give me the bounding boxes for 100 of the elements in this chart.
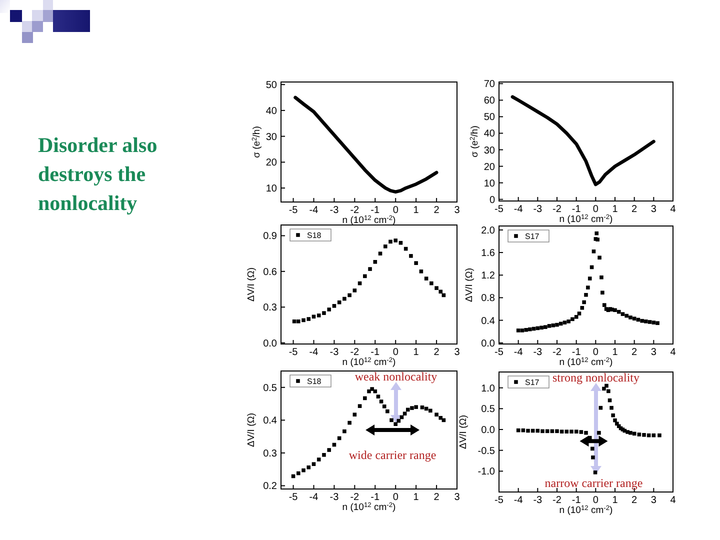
point (409, 254, 413, 258)
annotation: narrow carrier range (544, 476, 643, 490)
point (616, 310, 621, 314)
point (352, 288, 357, 292)
point (570, 317, 574, 322)
x-tick-label: -1 (572, 347, 582, 358)
x-tick-label: 2 (434, 347, 440, 358)
x-tick-label: 2 (434, 492, 440, 503)
x-tick-label: -2 (552, 347, 562, 358)
point (376, 394, 380, 398)
point (602, 386, 606, 391)
x-tick-label: 4 (670, 495, 676, 506)
point (562, 320, 567, 324)
point (628, 430, 632, 435)
x-axis-title: n (10$^{12}$ cm$^{-2}$) (559, 356, 613, 368)
x-tick-label: -5 (494, 495, 504, 506)
point (590, 446, 594, 451)
annotation: strong nonlocality (552, 370, 640, 384)
x-tick-label: -1 (370, 205, 380, 216)
x-tick-label: -5 (494, 204, 504, 215)
y-tick-label: 0.0 (481, 338, 496, 350)
x-tick-label: 0 (592, 347, 599, 358)
point (656, 321, 660, 326)
point (574, 315, 578, 319)
point (570, 430, 574, 434)
point (394, 422, 398, 426)
point (370, 387, 374, 391)
point (420, 405, 424, 410)
x-tick-label: -5 (288, 492, 298, 503)
point (358, 404, 362, 408)
point (402, 412, 407, 416)
x-tick-label: -4 (309, 347, 319, 358)
y-tick-label: 2.0 (481, 225, 496, 236)
x-tick-label: -3 (330, 492, 340, 503)
point (600, 290, 604, 295)
y-tick-label: 0.3 (263, 302, 278, 314)
point (332, 304, 336, 308)
point (438, 416, 443, 420)
y-tick-label: 0.0 (263, 338, 278, 350)
point (378, 252, 382, 256)
point (594, 231, 599, 236)
point (342, 296, 346, 301)
point (390, 418, 394, 422)
point (363, 274, 367, 278)
point (592, 250, 596, 254)
point (386, 409, 390, 414)
point (348, 420, 352, 425)
y-tick-label: 10 (266, 184, 278, 195)
x-tick-label: -4 (309, 205, 319, 216)
x-tick-label: 1 (413, 205, 420, 216)
x-tick-label: -3 (330, 347, 340, 358)
x-tick-label: 0 (392, 205, 399, 216)
x-tick-label: 1 (413, 492, 420, 503)
y-tick-label: 0.5 (263, 382, 278, 394)
point (640, 318, 644, 323)
point (547, 324, 552, 328)
annotation: weak nonlocality (354, 370, 438, 384)
x-tick-label: 3 (650, 347, 657, 358)
point (584, 292, 588, 297)
line-series (294, 96, 438, 194)
y-tick-label: 1.6 (481, 248, 496, 260)
x-tick-label: -4 (514, 204, 524, 215)
y-tick-label: 0.4 (263, 416, 278, 427)
point (551, 323, 556, 328)
x-tick-label: 1 (612, 204, 618, 215)
point (560, 430, 564, 434)
point (524, 328, 528, 332)
point (544, 325, 548, 329)
x-tick-label: -5 (288, 205, 298, 216)
y-axis-title: ΔV/I (Ω) (246, 412, 257, 448)
y-tick-label: 50 (266, 80, 278, 92)
y-tick-label: 0.4 (481, 316, 496, 327)
point (373, 260, 378, 264)
x-tick-label: 3 (650, 495, 657, 506)
y-tick-label: 0.5 (481, 404, 496, 416)
x-tick-label: 1 (612, 495, 618, 506)
point (348, 293, 352, 298)
point (658, 433, 662, 438)
point (610, 406, 614, 410)
legend-label: S18 (307, 231, 322, 240)
x-axis-title: n (10$^{12}$ cm$^{-2}$) (342, 356, 396, 368)
point (414, 405, 418, 409)
point (577, 312, 582, 316)
x-tick-label: -3 (533, 495, 543, 506)
text: Disorder also destroys the nonlocality (38, 133, 158, 215)
x-tick-label: -2 (552, 495, 562, 506)
point (438, 290, 443, 294)
y-tick-label: 0 (489, 194, 496, 206)
point (613, 418, 617, 422)
y-axis-title: ΔV/I (Ω) (458, 414, 470, 450)
x-tick-label: -4 (514, 495, 524, 506)
x-tick-label: 3 (454, 347, 460, 358)
y-tick-label: 60 (484, 96, 496, 107)
point (624, 314, 628, 318)
point (352, 412, 357, 416)
point (434, 412, 438, 416)
point (540, 429, 544, 434)
point (322, 311, 326, 315)
x-axis-title: n (10$^{12}$ cm$^{-2}$) (342, 502, 396, 513)
point (373, 389, 378, 394)
